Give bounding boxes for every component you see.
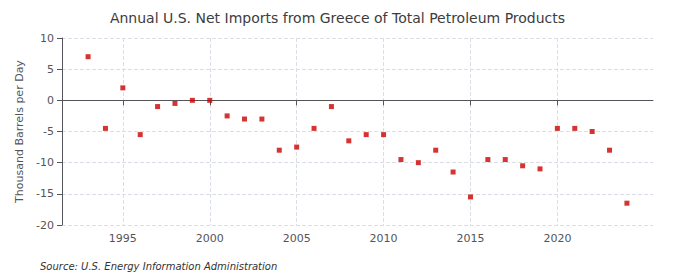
svg-text:Thousand Barrels per Day: Thousand Barrels per Day	[13, 60, 26, 204]
svg-text:10: 10	[40, 32, 54, 45]
svg-text:Annual U.S. Net Imports from G: Annual U.S. Net Imports from Greece of T…	[110, 10, 565, 26]
svg-text:-10: -10	[36, 156, 54, 169]
svg-text:2005: 2005	[283, 232, 311, 245]
svg-text:2010: 2010	[370, 232, 398, 245]
svg-text:-5: -5	[43, 125, 54, 138]
svg-text:0: 0	[47, 94, 54, 107]
svg-text:Source: U.S. Energy Informatio: Source: U.S. Energy Information Administ…	[40, 261, 277, 272]
svg-text:2000: 2000	[196, 232, 224, 245]
svg-text:5: 5	[47, 63, 54, 76]
svg-text:-20: -20	[36, 219, 54, 232]
svg-text:2020: 2020	[543, 232, 571, 245]
svg-text:1995: 1995	[109, 232, 137, 245]
svg-text:-15: -15	[36, 187, 54, 200]
svg-text:2015: 2015	[456, 232, 484, 245]
